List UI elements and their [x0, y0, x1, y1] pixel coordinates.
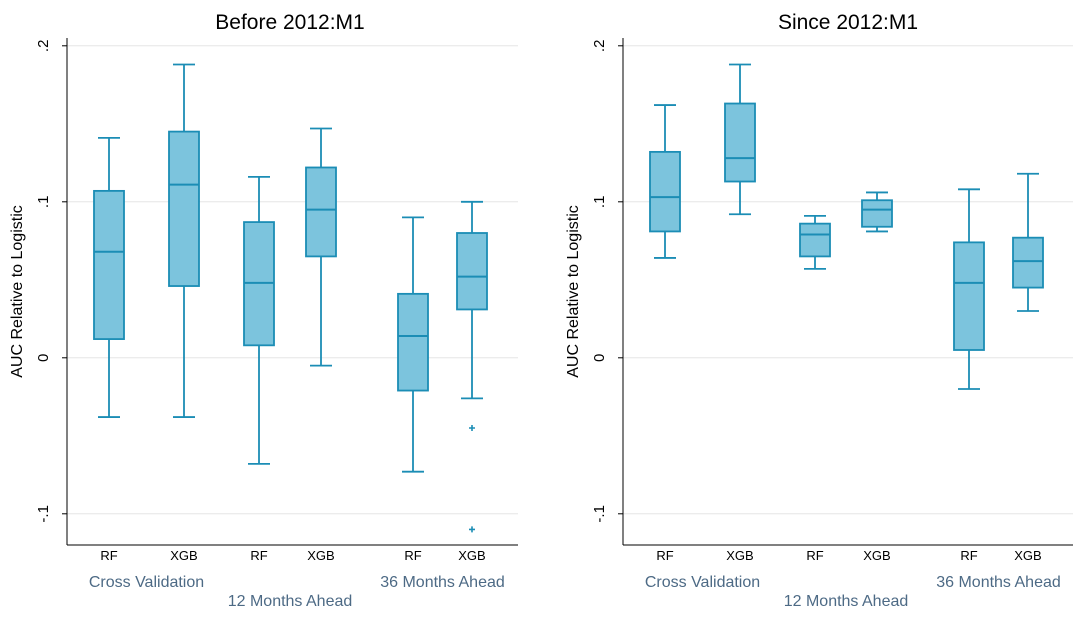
box-4	[305, 127, 337, 367]
box-5	[953, 188, 985, 390]
box-iqr	[799, 222, 831, 258]
group-label: 36 Months Ahead	[936, 574, 1061, 591]
box-iqr	[397, 292, 429, 392]
box-iqr	[305, 166, 337, 258]
box-4	[861, 191, 893, 233]
outlier-marker	[469, 526, 475, 533]
box-iqr	[168, 130, 200, 287]
box-iqr	[456, 232, 488, 311]
box-3	[799, 214, 831, 270]
category-label: RF	[100, 548, 117, 563]
group-label: Cross Validation	[645, 574, 760, 591]
box-6	[456, 200, 488, 533]
category-label: XGB	[307, 548, 334, 563]
panel-2: .2 .1 0 -.1 AUC Relative to Logistic Since 20…	[565, 11, 1073, 610]
category-label: RF	[960, 548, 977, 563]
category-label: XGB	[1014, 548, 1041, 563]
y-tick-label: 0	[35, 354, 52, 362]
category-label: XGB	[170, 548, 197, 563]
y-tick-label: 0	[591, 354, 608, 362]
box-iqr	[861, 199, 893, 228]
category-label: RF	[250, 548, 267, 563]
y-axis-label: AUC Relative to Logistic	[565, 205, 582, 378]
category-label: RF	[404, 548, 421, 563]
box-6	[1012, 172, 1044, 312]
group-label: 12 Months Ahead	[228, 593, 353, 610]
panel-1: .2 .1 0 -.1 AUC Relative to Logistic Before 2…	[9, 11, 518, 610]
chart-title: Since 2012:M1	[778, 11, 918, 34]
y-tick-label: -.1	[35, 505, 52, 523]
box-1	[93, 136, 125, 418]
chart-title: Before 2012:M1	[215, 11, 364, 34]
box-2	[168, 63, 200, 418]
y-tick-label: -.1	[591, 505, 608, 523]
category-label: RF	[656, 548, 673, 563]
box-iqr	[953, 241, 985, 351]
category-label: XGB	[726, 548, 753, 563]
y-tick-label: .1	[35, 196, 52, 209]
box-iqr	[93, 189, 125, 340]
box-3	[243, 175, 275, 465]
box-1	[649, 104, 681, 259]
group-label: 12 Months Ahead	[784, 593, 909, 610]
y-tick-label: .2	[35, 40, 52, 53]
y-tick-label: .1	[591, 196, 608, 209]
outlier-marker	[469, 425, 475, 431]
y-axis-label: AUC Relative to Logistic	[9, 205, 26, 378]
box-iqr	[724, 102, 756, 183]
box-iqr	[1012, 236, 1044, 289]
box-2	[724, 63, 756, 216]
category-label: RF	[806, 548, 823, 563]
category-label: XGB	[863, 548, 890, 563]
category-label: XGB	[458, 548, 485, 563]
box-iqr	[649, 150, 681, 233]
group-label: Cross Validation	[89, 574, 204, 591]
box-5	[397, 216, 429, 473]
group-label: 36 Months Ahead	[380, 574, 505, 591]
y-tick-label: .2	[591, 40, 608, 53]
